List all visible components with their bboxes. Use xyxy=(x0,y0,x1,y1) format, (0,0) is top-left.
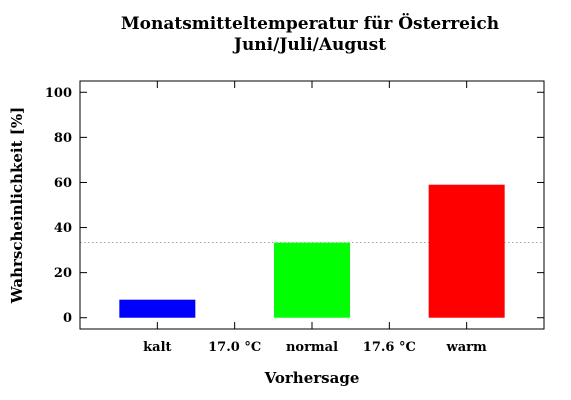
x-axis-label: Vorhersage xyxy=(264,369,360,387)
x-tick-label-normal: normal xyxy=(286,340,338,355)
plot-frame xyxy=(79,80,545,330)
y-tick-label-100: 100 xyxy=(45,86,72,101)
y-tick-label-40: 40 xyxy=(54,221,72,236)
bar-warm xyxy=(428,184,505,318)
chart-title-line-1: Monatsmitteltemperatur für Österreich xyxy=(121,13,499,34)
y-tick-label-80: 80 xyxy=(54,131,72,146)
y-tick-label-0: 0 xyxy=(63,311,72,326)
x-threshold-label-2: 17.6 °C xyxy=(363,340,416,355)
bar-normal xyxy=(274,242,350,318)
x-threshold-label-1: 17.0 °C xyxy=(208,340,261,355)
y-axis-label: Wahrscheinlichkeit [%] xyxy=(8,107,26,304)
bar-kalt xyxy=(119,299,196,318)
chart-title-line-2: Juni/Juli/August xyxy=(232,35,386,55)
y-tick-label-20: 20 xyxy=(54,266,72,281)
x-tick-label-kalt: kalt xyxy=(143,340,171,355)
y-tick-label-60: 60 xyxy=(54,176,72,191)
plot-area: kalt normal warm 17.0 °C 17.6 °C 0 20 40 60 80 100 xyxy=(45,81,544,355)
x-tick-label-warm: warm xyxy=(446,340,487,355)
